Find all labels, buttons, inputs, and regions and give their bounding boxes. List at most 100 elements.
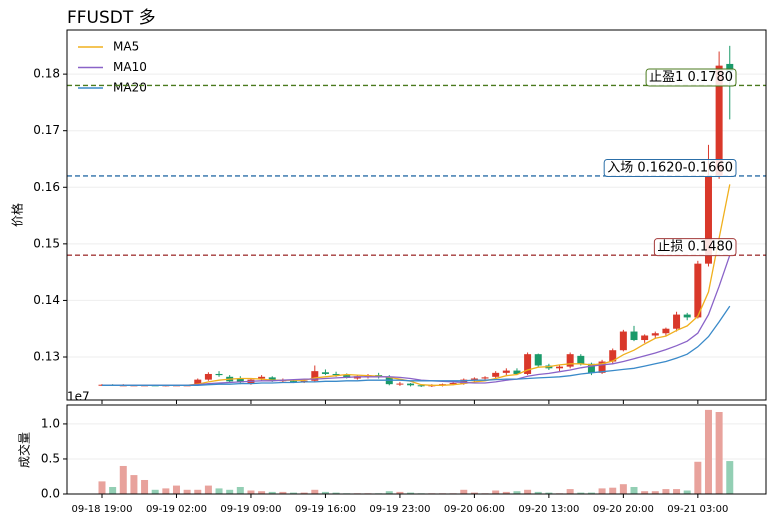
volume-bar	[683, 490, 691, 494]
candle-body	[630, 331, 638, 341]
volume-offset-label: 1e7	[67, 390, 90, 404]
candle-body	[577, 355, 585, 364]
candle-body	[704, 175, 712, 264]
candle-body	[524, 354, 532, 374]
y-tick-label: 0.14	[33, 293, 60, 307]
candle-body	[683, 314, 691, 318]
candle-body	[534, 354, 542, 366]
x-tick-label: 09-20 13:00	[518, 504, 579, 515]
volume-bar	[460, 489, 468, 494]
candle-body	[215, 373, 223, 376]
volume-bar	[513, 491, 521, 494]
level-label-box	[645, 68, 737, 87]
y-tick-label: 0.15	[33, 236, 60, 250]
candle-body	[513, 370, 521, 374]
volume-bar	[502, 491, 510, 494]
candle-body	[502, 370, 510, 373]
level-label-box	[603, 158, 737, 177]
volume-bar	[332, 492, 340, 494]
y-tick-label: 0.16	[33, 180, 60, 194]
candle-body	[321, 372, 329, 374]
volume-bar	[609, 487, 617, 494]
candle-body	[619, 331, 627, 351]
candle-body	[258, 376, 266, 379]
volume-bar	[385, 491, 393, 494]
level-label-group: 止盈1 0.1780	[645, 68, 737, 87]
x-tick-label: 09-20 06:00	[444, 504, 505, 515]
volume-bar	[98, 481, 106, 494]
candle-body	[556, 366, 564, 369]
y-axis-label: 价格	[10, 203, 25, 227]
volume-bar	[619, 484, 627, 494]
candle-body	[332, 373, 340, 376]
x-tick-label: 09-20 20:00	[593, 504, 654, 515]
candle-body	[311, 371, 319, 381]
volume-bar	[236, 486, 244, 494]
volume-bar	[300, 492, 308, 494]
volume-bar	[183, 489, 191, 494]
volume-bar	[321, 491, 329, 494]
level-label-box	[653, 238, 737, 257]
volume-bar	[268, 491, 276, 494]
candle-body	[598, 361, 606, 373]
ma-line	[102, 305, 731, 386]
y-tick-label: 0.17	[33, 123, 60, 137]
volume-bar	[396, 491, 404, 494]
volume-bar	[470, 492, 478, 494]
level-label-group: 止损 0.1480	[653, 238, 737, 257]
candle-body	[587, 363, 595, 373]
legend-label: MA20	[113, 81, 147, 95]
candle-body	[651, 333, 659, 336]
candle-body	[481, 377, 489, 379]
volume-bar	[194, 489, 202, 494]
candle-body	[566, 354, 574, 367]
x-tick-label: 09-19 09:00	[220, 504, 281, 515]
candle-body	[407, 383, 415, 386]
volume-bar	[247, 490, 255, 494]
volume-bar	[151, 489, 159, 494]
candle-body	[194, 379, 202, 385]
candle-body	[715, 65, 723, 176]
level-label: 止损 0.1480	[657, 240, 733, 255]
candle-body	[290, 380, 298, 382]
candle-body	[662, 328, 670, 334]
volume-bar	[651, 491, 659, 494]
volume-bar	[577, 492, 585, 494]
candle-body	[396, 383, 404, 385]
volume-bar	[258, 491, 266, 494]
y-tick-label: 0.5	[41, 451, 60, 465]
volume-bar	[598, 488, 606, 494]
x-tick-label: 09-19 23:00	[369, 504, 430, 515]
candle-body	[492, 372, 500, 377]
volume-bar	[130, 475, 138, 494]
volume-bar	[279, 491, 287, 494]
y-tick-label: 0.0	[41, 487, 60, 501]
volume-bar	[215, 488, 223, 494]
candle-body	[641, 335, 649, 341]
volume-bar	[109, 486, 117, 494]
plot-frame	[66, 404, 767, 495]
volume-bar	[162, 488, 170, 494]
volume-bar	[704, 409, 712, 494]
volume-bar	[566, 489, 574, 494]
x-tick-label: 09-18 19:00	[71, 504, 132, 515]
chart-title: FFUSDT 多	[67, 8, 156, 28]
volume-bar	[311, 489, 319, 494]
volume-bar	[204, 485, 212, 494]
volume-bar	[641, 491, 649, 494]
volume-bar	[694, 461, 702, 494]
candle-body	[460, 379, 468, 384]
volume-axis-label: 成交量	[17, 432, 32, 468]
candle-body	[417, 385, 425, 387]
legend-label: MA10	[113, 60, 147, 74]
volume-bar	[545, 492, 553, 494]
candle-body	[673, 314, 681, 329]
ma-line	[102, 254, 731, 386]
volume-bar	[587, 492, 595, 494]
volume-bar	[172, 485, 180, 494]
x-tick-label: 09-19 16:00	[295, 504, 356, 515]
plot-frame	[66, 29, 767, 401]
volume-bar	[673, 489, 681, 494]
volume-bar	[407, 492, 415, 494]
volume-bar	[726, 461, 734, 494]
